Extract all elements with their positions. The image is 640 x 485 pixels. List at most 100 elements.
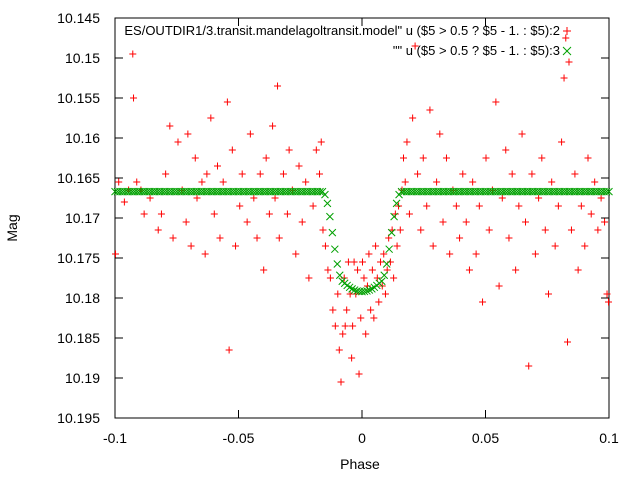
data-point-model	[390, 212, 398, 221]
data-point-observed	[565, 58, 573, 66]
data-point-observed	[214, 162, 222, 170]
data-point-observed	[238, 170, 246, 178]
data-point-model	[387, 228, 396, 237]
data-point-observed	[326, 274, 334, 282]
data-point-observed	[262, 154, 270, 162]
data-point-observed	[419, 154, 427, 162]
data-point-model	[333, 260, 342, 268]
data-point-observed	[426, 106, 434, 114]
data-point-observed	[341, 322, 349, 330]
data-point-observed	[386, 258, 394, 266]
data-point-model	[321, 190, 329, 199]
data-point-observed	[469, 178, 477, 186]
legend: ES/OUTDIR1/3.transit.mandelagoltransit.m…	[124, 23, 572, 58]
data-point-observed	[442, 154, 450, 162]
data-point-observed	[298, 218, 306, 226]
data-point-model	[380, 271, 389, 280]
x-tick-label: -0.1	[103, 430, 127, 446]
data-point-observed	[182, 218, 190, 226]
x-tick-label: 0.05	[472, 430, 499, 446]
data-point-observed	[348, 354, 356, 362]
data-point-observed	[302, 178, 310, 186]
data-point-observed	[393, 242, 401, 250]
legend-label-series-1: ES/OUTDIR1/3.transit.mandelagoltransit.m…	[124, 23, 560, 38]
data-point-observed	[538, 154, 546, 162]
data-point-model	[365, 286, 374, 294]
data-point-observed	[594, 226, 602, 234]
data-point-observed	[184, 130, 192, 138]
data-point-observed	[587, 210, 595, 218]
y-tick-label: 10.15	[65, 50, 100, 66]
data-point-observed	[271, 194, 279, 202]
data-point-observed	[591, 178, 599, 186]
data-point-observed	[250, 194, 258, 202]
data-point-observed	[130, 94, 138, 102]
data-point-observed	[436, 130, 444, 138]
data-point-observed	[219, 178, 227, 186]
data-point-observed	[531, 250, 539, 258]
data-point-observed	[512, 266, 520, 274]
data-point-observed	[446, 250, 454, 258]
data-point-observed	[564, 338, 572, 346]
data-point-observed	[292, 250, 300, 258]
data-point-observed	[317, 138, 325, 146]
data-point-observed	[401, 178, 409, 186]
y-tick-label: 10.145	[57, 10, 100, 26]
data-point-observed	[253, 234, 261, 242]
x-tick-label: 0	[358, 430, 366, 446]
data-point-observed	[357, 314, 365, 322]
data-point-observed	[243, 218, 251, 226]
data-point-observed	[339, 330, 347, 338]
data-point-observed	[319, 226, 327, 234]
data-point-observed	[367, 306, 375, 314]
data-point-observed	[207, 114, 215, 122]
y-axis-label: Mag	[4, 214, 20, 241]
data-point-model	[328, 228, 337, 237]
data-point-observed	[380, 250, 388, 258]
data-point-observed	[581, 242, 589, 250]
data-point-observed	[515, 202, 523, 210]
data-point-observed	[414, 170, 422, 178]
data-point-observed	[335, 346, 343, 354]
data-point-observed	[228, 146, 236, 154]
data-point-observed	[475, 202, 483, 210]
data-point-observed	[399, 154, 407, 162]
data-point-observed	[439, 218, 447, 226]
data-point-observed	[482, 154, 490, 162]
data-point-observed	[146, 194, 154, 202]
data-point-observed	[597, 194, 605, 202]
data-point-observed	[157, 210, 165, 218]
data-point-observed	[551, 242, 559, 250]
data-point-model	[335, 271, 344, 280]
data-point-observed	[324, 266, 332, 274]
x-axis-label: Phase	[340, 456, 380, 472]
data-point-model	[323, 199, 332, 208]
data-point-observed	[210, 210, 218, 218]
data-point-observed	[355, 370, 363, 378]
data-point-observed	[236, 202, 244, 210]
data-point-observed	[203, 170, 211, 178]
data-point-observed	[391, 210, 399, 218]
data-point-model	[360, 287, 369, 296]
data-point-observed	[495, 282, 503, 290]
data-point-observed	[370, 314, 378, 322]
data-point-observed	[571, 170, 579, 178]
data-point-observed	[584, 154, 592, 162]
y-tick-label: 10.19	[65, 370, 100, 386]
data-point-observed	[548, 178, 556, 186]
data-point-model	[348, 285, 356, 293]
data-point-observed	[312, 146, 320, 154]
data-point-model	[363, 287, 371, 295]
y-tick-label: 10.17	[65, 210, 100, 226]
data-point-observed	[541, 226, 549, 234]
data-point-observed	[409, 114, 417, 122]
data-point-model	[605, 187, 613, 196]
data-point-observed	[522, 218, 530, 226]
data-point-observed	[603, 290, 611, 298]
data-point-observed	[381, 290, 389, 298]
data-point-observed	[411, 42, 419, 50]
data-point-observed	[274, 82, 282, 90]
data-point-observed	[187, 242, 195, 250]
